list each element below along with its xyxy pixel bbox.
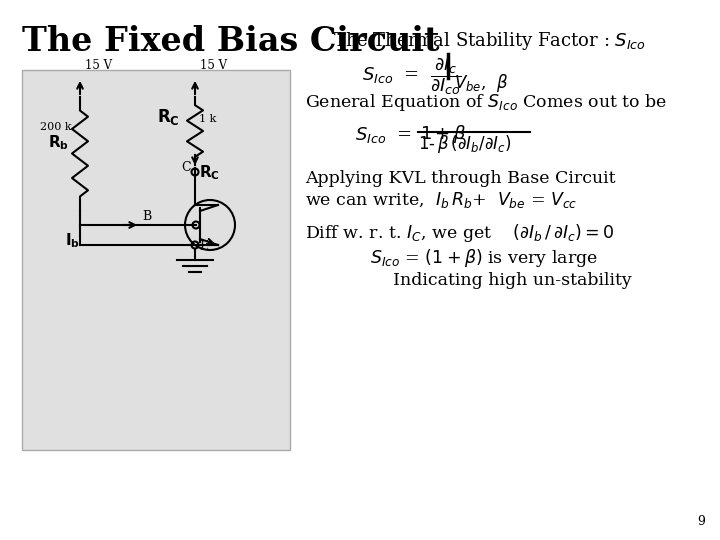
Text: The Thermal Stability Factor : $S_{Ico}$: The Thermal Stability Factor : $S_{Ico}$	[333, 30, 647, 52]
Text: General Equation of $S_{Ico}$ Comes out to be: General Equation of $S_{Ico}$ Comes out …	[305, 92, 667, 113]
Text: $1\text{-}\,\beta\,(\partial I_b/\partial I_c)$: $1\text{-}\,\beta\,(\partial I_b/\partia…	[418, 133, 511, 155]
Text: $S_{Ico}$  =  $\dfrac{\partial I_c}{\partial I_{co}}$: $S_{Ico}$ = $\dfrac{\partial I_c}{\parti…	[362, 55, 462, 97]
Text: 9: 9	[697, 515, 705, 528]
Text: Indicating high un-stability: Indicating high un-stability	[393, 272, 631, 289]
Text: B: B	[142, 210, 151, 223]
Text: E: E	[199, 240, 208, 253]
Text: 15 V: 15 V	[200, 59, 227, 72]
Text: 1 k: 1 k	[199, 114, 217, 124]
Text: 200 k: 200 k	[40, 122, 71, 132]
Text: $1 + \beta$: $1 + \beta$	[420, 123, 467, 145]
Text: $V_{be}$,  $\beta$: $V_{be}$, $\beta$	[454, 72, 508, 94]
Text: we can write,  $I_b\, R_b$+  $V_{be}$ = $V_{cc}$: we can write, $I_b\, R_b$+ $V_{be}$ = $V…	[305, 190, 577, 210]
Text: $\mathbf{R_b}$: $\mathbf{R_b}$	[48, 133, 69, 152]
Text: Diff w. r. t. $I_C$, we get    $(\partial I_b\,/\,\partial I_c) = 0$: Diff w. r. t. $I_C$, we get $(\partial I…	[305, 222, 614, 244]
Text: 15 V: 15 V	[85, 59, 112, 72]
FancyBboxPatch shape	[22, 70, 290, 450]
Text: $\mathbf{R_C}$: $\mathbf{R_C}$	[199, 163, 220, 181]
Text: The Fixed Bias Circuit: The Fixed Bias Circuit	[22, 25, 439, 58]
Text: Applying KVL through Base Circuit: Applying KVL through Base Circuit	[305, 170, 616, 187]
Text: C: C	[181, 161, 191, 174]
Text: $\mathbf{R_C}$: $\mathbf{R_C}$	[157, 107, 180, 127]
Text: $S_{Ico}$  =: $S_{Ico}$ =	[355, 125, 412, 145]
Text: $S_{Ico}$ = $(1+\beta)$ is very large: $S_{Ico}$ = $(1+\beta)$ is very large	[370, 247, 598, 269]
Text: $\mathbf{I_b}$: $\mathbf{I_b}$	[65, 231, 80, 249]
